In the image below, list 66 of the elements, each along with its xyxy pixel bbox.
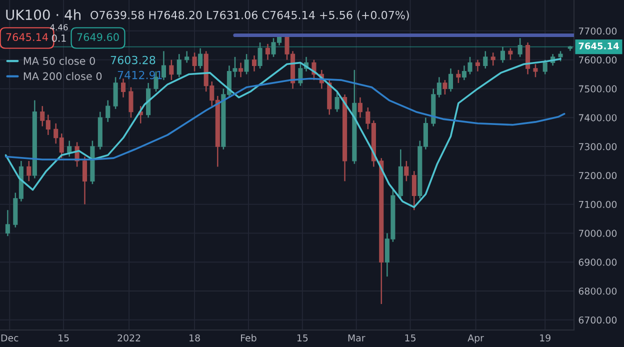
candlestick <box>334 90 340 112</box>
candlestick <box>26 160 32 182</box>
text: UK100 · 4h <box>6 9 80 20</box>
y-tick-label: 7500.00 <box>578 85 617 92</box>
candlestick <box>456 69 461 84</box>
candlestick <box>265 43 270 60</box>
x-tick-label: 15 <box>405 334 416 342</box>
candlestick <box>412 170 416 211</box>
candlestick <box>198 48 203 70</box>
y-tick-label: 7600.00 <box>578 56 617 64</box>
y-tick-label: 7200.00 <box>578 172 617 180</box>
y-tick-label: 7100.00 <box>578 200 617 208</box>
y-tick-label: 7400.00 <box>578 114 617 122</box>
candlestick <box>106 100 110 123</box>
y-tick-label: 6800.00 <box>578 288 617 295</box>
candlestick <box>518 38 522 58</box>
annotation: 7645.14 <box>6 33 48 42</box>
x-tick-label: 2022 <box>118 334 140 342</box>
candlestick <box>475 59 480 72</box>
candlestick <box>483 50 488 70</box>
candlestick <box>67 140 72 158</box>
ref-line-label: 7645.14 <box>578 42 619 50</box>
candlestick <box>448 68 453 92</box>
candlestick <box>113 76 118 110</box>
candlestick <box>525 42 530 75</box>
candlestick <box>533 64 538 78</box>
candlestick <box>508 48 513 60</box>
candlestick <box>258 42 262 70</box>
legend-label: MA 200 close 0 <box>24 72 102 80</box>
candlestick <box>176 53 182 78</box>
candlestick <box>358 96 362 118</box>
y-tick-label: 6700.00 <box>578 316 617 324</box>
y-tick-label: 7700.00 <box>578 28 617 35</box>
candlestick <box>442 79 448 96</box>
candlestick <box>558 50 563 62</box>
annotation: 7649.60 <box>77 33 119 42</box>
y-tick-label: 7300.00 <box>578 143 617 150</box>
annotation: O7639.58 H7648.20 L7631.06 C7645.14 +5.56 (+0.07%) <box>90 10 409 21</box>
x-tick-label: 15 <box>58 334 69 342</box>
candlestick <box>252 54 257 72</box>
x-tick-label: 18 <box>190 334 200 342</box>
legend-label: MA 50 close 0 <box>24 56 95 65</box>
x-tick-label: Dec <box>1 334 18 342</box>
x-tick-label: Feb <box>241 334 256 342</box>
candlestick <box>404 160 409 182</box>
candlestick <box>169 59 174 81</box>
candlestick <box>121 78 126 98</box>
candlestick <box>238 62 244 78</box>
candlestick <box>500 46 506 64</box>
x-tick-label: Mar <box>348 334 366 342</box>
y-tick-label: 7000.00 <box>578 230 617 237</box>
x-tick-label: 15 <box>297 334 308 342</box>
x-tick-label: Apr <box>468 334 484 344</box>
y-tick-label: 6900.00 <box>578 258 617 266</box>
candlestick <box>184 50 190 64</box>
candlestick <box>82 156 88 205</box>
candlestick <box>5 209 10 237</box>
candlestick <box>161 50 166 81</box>
annotation: 7603.28 <box>110 56 156 64</box>
candlestick <box>128 86 134 118</box>
candlestick <box>490 52 496 66</box>
annotation: 4.46 <box>50 24 68 30</box>
candlestick <box>244 53 249 75</box>
candlestick <box>192 52 197 72</box>
candlestick <box>542 59 548 75</box>
x-tick-label: 19 <box>540 334 550 342</box>
